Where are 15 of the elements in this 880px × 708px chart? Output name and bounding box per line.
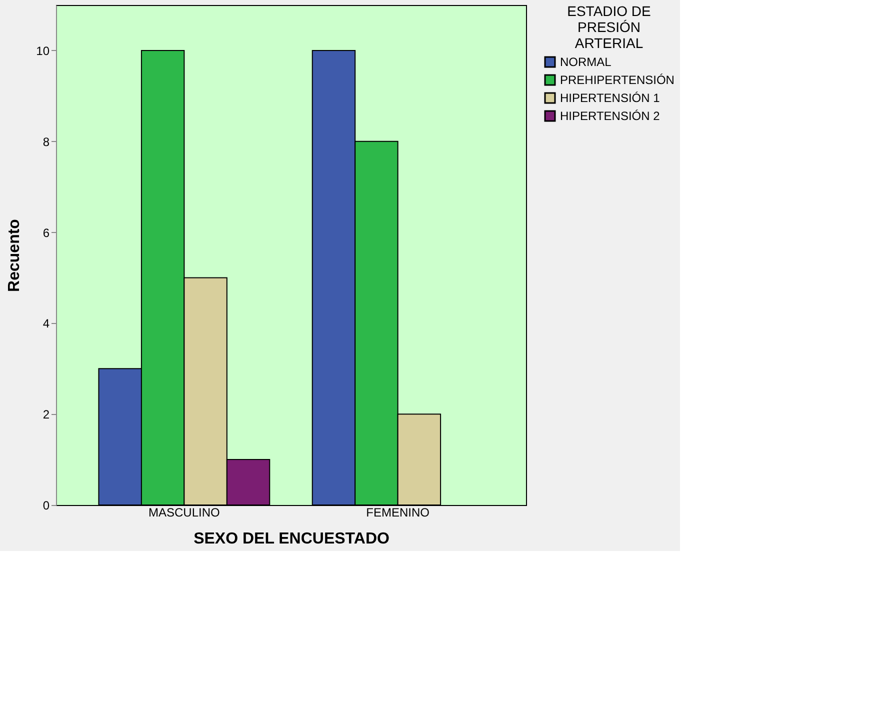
legend-label: HIPERTENSIÓN 1 <box>560 91 660 105</box>
legend-label: PREHIPERTENSIÓN <box>560 73 674 87</box>
y-tick-label: 6 <box>42 226 50 240</box>
y-tick-label: 0 <box>42 498 50 512</box>
y-tick-label: 8 <box>42 134 50 149</box>
y-tick-label: 10 <box>36 44 50 58</box>
y-tick-label: 4 <box>42 316 50 331</box>
x-tick-label: MASCULINO <box>148 506 220 520</box>
legend-label: HIPERTENSIÓN 2 <box>560 109 660 123</box>
legend-title: ESTADIO DE PRESIÓN ARTERIAL <box>567 3 651 51</box>
y-tick-label: 2 <box>42 408 50 422</box>
y-axis-title: Recuento <box>6 218 24 292</box>
x-tick-label: FEMENINO <box>366 506 430 520</box>
x-axis-title: SEXO DEL ENCUESTADO <box>194 530 390 548</box>
legend-label: NORMAL <box>560 55 612 69</box>
